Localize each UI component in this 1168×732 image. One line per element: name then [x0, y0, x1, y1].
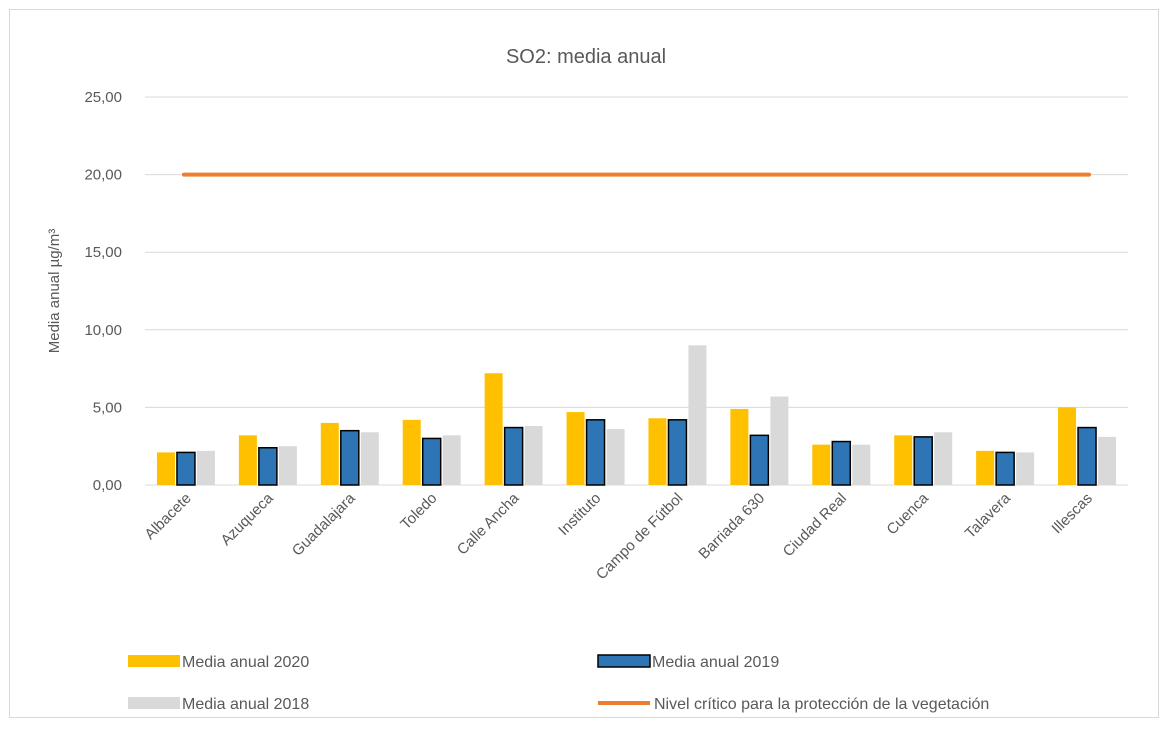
y-tick-label: 15,00 [84, 244, 122, 261]
bar-media-anual-2019-cuenca [913, 436, 933, 486]
legend: Media anual 2020 Media anual 2019 Media an… [128, 654, 989, 713]
legend-swatch [128, 697, 180, 709]
bar-media-anual-2020-campo-de-fútbol [648, 418, 667, 485]
legend-label: Media anual 2018 [182, 696, 309, 713]
y-tick-label: 5,00 [93, 399, 122, 416]
bar-media-anual-2019-calle-ancha [503, 426, 524, 486]
bar-media-anual-2020-ciudad-real [812, 444, 831, 485]
bar-media-anual-2018-instituto [606, 429, 625, 485]
legend-label: Media anual 2020 [182, 654, 309, 671]
bar-media-anual-2018-campo-de-fútbol [688, 345, 707, 485]
bar-media-anual-2018-ciudad-real [852, 444, 871, 485]
bar-media-anual-2020-calle-ancha [484, 373, 503, 485]
bar-media-anual-2019-barriada-630 [749, 434, 770, 486]
bar-media-anual-2018-toledo [442, 435, 461, 485]
bar-media-anual-2018-talavera [1016, 452, 1035, 485]
bar-media-anual-2019-illescas [1077, 426, 1097, 486]
y-tick-label: 10,00 [84, 322, 122, 339]
bar-media-anual-2020-guadalajara [320, 422, 339, 485]
bar-media-anual-2019-ciudad-real [831, 440, 852, 486]
bar-media-anual-2018-azuqueca [278, 446, 297, 485]
bar-media-anual-2019-campo-de-fútbol [667, 419, 688, 486]
bar-media-anual-2018-guadalajara [360, 432, 379, 485]
bar-media-anual-2018-illescas [1098, 436, 1117, 485]
bar-media-anual-2019-instituto [585, 419, 606, 486]
bar-media-anual-2018-cuenca [934, 432, 953, 485]
y-axis-label: Media anual µg/m³ [46, 229, 63, 354]
bar-media-anual-2018-calle-ancha [524, 426, 543, 485]
legend-label: Media anual 2019 [652, 654, 779, 671]
bar-media-anual-2019-azuqueca [258, 447, 278, 486]
bar-media-anual-2020-illescas [1058, 407, 1077, 485]
y-tick-labels: 0,00 5,00 10,00 15,00 20,00 25,00 [84, 89, 122, 494]
bar-media-anual-2020-toledo [402, 419, 421, 485]
bar-media-anual-2019-albacete [176, 451, 196, 486]
bar-media-anual-2019-guadalajara [340, 429, 360, 486]
chart-title: SO2: media anual [506, 46, 666, 68]
bar-media-anual-2018-barriada-630 [770, 396, 789, 485]
bar-media-anual-2020-albacete [156, 452, 175, 485]
bar-media-anual-2018-albacete [196, 450, 215, 485]
chart-border [9, 9, 1159, 718]
legend-swatch [597, 654, 651, 668]
y-tick-label: 0,00 [93, 477, 122, 494]
bar-media-anual-2020-instituto [566, 412, 585, 485]
legend-swatch [128, 655, 180, 667]
bar-media-anual-2020-azuqueca [238, 435, 257, 485]
legend-label: Nivel crítico para la protección de la v… [654, 696, 989, 713]
bar-media-anual-2020-barriada-630 [730, 408, 749, 485]
bar-media-anual-2020-cuenca [894, 435, 913, 485]
bar-media-anual-2019-talavera [995, 451, 1015, 486]
bars [156, 345, 1117, 486]
bar-media-anual-2020-talavera [976, 450, 995, 485]
y-tick-label: 25,00 [84, 89, 122, 106]
y-tick-label: 20,00 [84, 167, 122, 184]
bar-media-anual-2019-toledo [421, 437, 442, 486]
